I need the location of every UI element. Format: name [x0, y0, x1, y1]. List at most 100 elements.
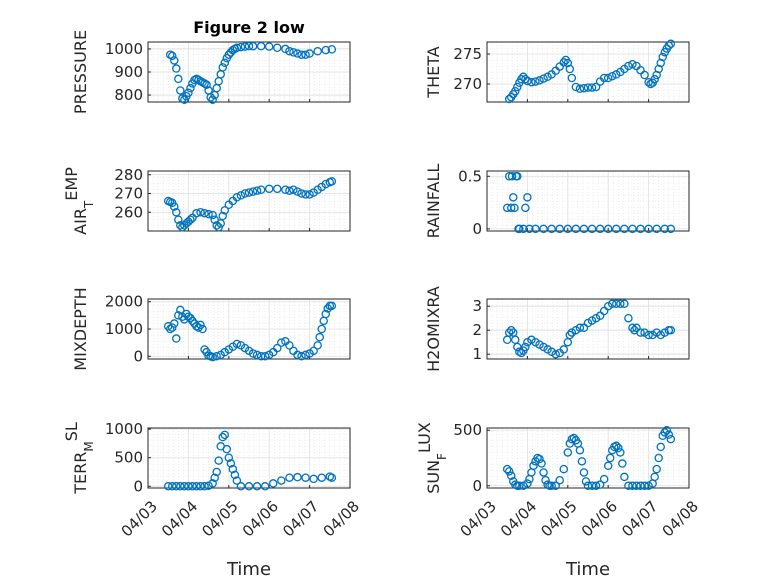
data-point: [612, 299, 621, 309]
y-tick-label: 270: [453, 75, 482, 93]
data-point: [212, 467, 221, 477]
x-tick-label: 04/05: [198, 497, 241, 540]
x-tick-label: 04/04: [497, 497, 540, 540]
data-point: [579, 468, 589, 477]
y-axis-label: H2OMIXRA: [424, 286, 443, 372]
data-point: [628, 323, 637, 333]
data-point: [256, 41, 266, 51]
data-point: [579, 83, 589, 93]
data-point: [636, 481, 645, 491]
data-point: [587, 83, 597, 92]
data-point: [565, 330, 575, 340]
data-point: [321, 45, 331, 55]
data-point: [167, 482, 177, 491]
data-point: [220, 58, 230, 68]
data-point: [176, 86, 185, 95]
y-tick-label: 1: [472, 345, 482, 363]
data-point: [614, 443, 623, 453]
data-point: [224, 453, 234, 462]
data-point: [192, 208, 201, 218]
data-point: [662, 425, 672, 435]
data-point: [277, 476, 286, 485]
data-point: [301, 50, 310, 59]
data-point: [531, 224, 540, 234]
data-point: [220, 430, 230, 440]
x-tick-label: 04/03: [457, 497, 500, 540]
data-point: [289, 48, 298, 57]
data-point: [565, 64, 575, 74]
data-point: [285, 473, 294, 482]
data-point: [172, 334, 181, 343]
data-point: [517, 74, 526, 84]
data-point: [510, 203, 519, 213]
data-point: [321, 309, 331, 319]
data-point: [174, 311, 183, 320]
data-point: [289, 185, 298, 194]
data-point: [208, 479, 217, 488]
data-point: [640, 70, 649, 80]
data-point: [317, 473, 326, 482]
data-point: [297, 50, 306, 59]
data-point: [268, 479, 278, 488]
data-point: [210, 473, 219, 482]
data-point: [555, 224, 564, 234]
data-point: [297, 189, 306, 198]
data-point: [612, 224, 621, 234]
data-point: [587, 224, 597, 234]
data-point: [583, 481, 593, 491]
data-point: [273, 43, 282, 53]
data-point: [248, 187, 258, 196]
subplot-4: 0 0.5 RAINFALL: [424, 164, 690, 238]
data-point: [521, 203, 530, 213]
data-point: [236, 191, 246, 200]
data-point: [176, 482, 185, 491]
y-tick-label: 0: [472, 477, 482, 495]
x-tick-label: 04/08: [320, 497, 363, 540]
data-point: [172, 482, 181, 491]
data-point: [563, 448, 573, 457]
data-point: [575, 445, 585, 455]
data-point: [664, 41, 674, 50]
data-point: [569, 433, 579, 443]
data-point: [525, 224, 534, 234]
data-point: [309, 474, 318, 484]
data-point: [188, 482, 197, 491]
data-point: [212, 352, 221, 361]
data-point: [612, 441, 621, 451]
data-point: [305, 49, 314, 58]
data-point: [537, 459, 546, 468]
data-point: [620, 224, 629, 234]
data-point: [559, 58, 569, 67]
data-point: [575, 84, 585, 94]
data-point: [504, 467, 514, 476]
data-point: [277, 338, 286, 347]
data-point: [293, 472, 302, 482]
axes-box: [147, 427, 351, 489]
data-point: [327, 45, 337, 54]
data-point: [293, 350, 302, 360]
data-point: [212, 221, 221, 230]
data-point: [624, 481, 633, 491]
data-point: [252, 350, 262, 360]
x-tick-label: 04/06: [239, 497, 282, 540]
data-point: [192, 482, 201, 491]
x-tick-label: 04/08: [659, 497, 702, 540]
data-point: [504, 328, 514, 337]
data-point: [301, 350, 310, 360]
data-point: [502, 464, 512, 474]
y-tick-label: 0: [472, 220, 482, 238]
chart-title: Figure 2 low: [193, 18, 305, 37]
data-point: [650, 472, 659, 482]
data-point: [618, 459, 627, 468]
data-point: [232, 476, 242, 485]
data-point: [186, 83, 195, 93]
data-point: [620, 472, 629, 482]
data-point: [539, 74, 548, 83]
data-point: [172, 64, 181, 73]
data-point: [214, 456, 223, 465]
data-point: [196, 207, 205, 217]
data-point: [285, 186, 294, 195]
data-point: [170, 319, 179, 328]
axes-box: [486, 41, 690, 103]
